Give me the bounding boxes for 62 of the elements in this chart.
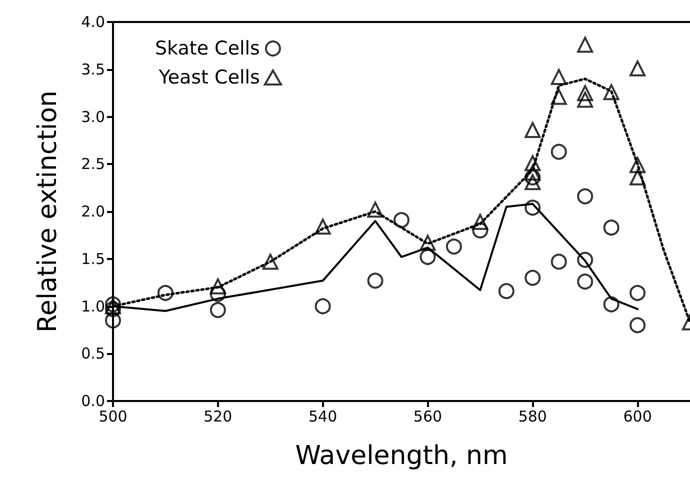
point: [472, 214, 488, 230]
legend-label: Skate Cells: [154, 38, 260, 60]
point: [524, 270, 541, 286]
point: [524, 174, 541, 190]
x-tick-label: 500: [98, 408, 128, 426]
y-axis-title: Relative extinction: [33, 90, 63, 333]
y-tick-label: 2.5: [81, 155, 105, 174]
point: [577, 252, 594, 268]
y-tick-label: 4.0: [81, 13, 105, 31]
x-tick-label: 520: [204, 408, 232, 426]
point: [524, 200, 541, 216]
point: [550, 88, 567, 105]
y-tick-label: 3.0: [81, 108, 105, 126]
point: [630, 284, 646, 301]
point: [550, 68, 567, 85]
point: [577, 85, 594, 102]
point: [577, 274, 594, 290]
y-tick-label: 0.5: [81, 344, 105, 363]
point: [314, 218, 331, 235]
point: [420, 248, 436, 265]
x-tick-label: 560: [413, 408, 442, 426]
x-tick-label: 600: [623, 408, 652, 426]
point: [524, 122, 541, 138]
point: [630, 317, 646, 334]
point: [577, 36, 594, 53]
point: [577, 92, 594, 108]
point: [210, 286, 226, 302]
x-axis-title: Wavelength, nm: [295, 441, 508, 471]
point: [603, 84, 620, 100]
point: [157, 284, 174, 301]
point: [446, 238, 462, 255]
point: [550, 254, 567, 270]
point: [394, 212, 410, 228]
y-tick-label: 2.0: [81, 202, 105, 220]
y-tick-label: 1.0: [81, 297, 105, 316]
point: [524, 164, 541, 181]
point: [630, 60, 646, 76]
point: [630, 169, 646, 186]
point: [210, 302, 226, 318]
point: [577, 188, 594, 204]
y-tick-label: 1.5: [81, 250, 105, 268]
point: [524, 155, 541, 172]
x-tick-label: 580: [518, 408, 547, 426]
point: [498, 283, 514, 300]
point: [630, 157, 646, 174]
point: [105, 301, 121, 318]
point: [262, 254, 278, 270]
legend-label: Yeast Cells: [158, 66, 260, 88]
point: [603, 296, 620, 312]
point: [420, 234, 436, 251]
y-tick-label: 3.5: [81, 60, 105, 78]
point: [472, 222, 488, 238]
point: [367, 202, 384, 218]
point: [603, 220, 620, 236]
point: [550, 144, 567, 160]
point: [210, 278, 226, 294]
point: [367, 272, 384, 289]
point: [524, 169, 541, 186]
point: [105, 312, 121, 328]
y-tick-label: 0.0: [81, 392, 105, 410]
x-tick-label: 540: [308, 408, 338, 426]
point: [314, 298, 331, 314]
